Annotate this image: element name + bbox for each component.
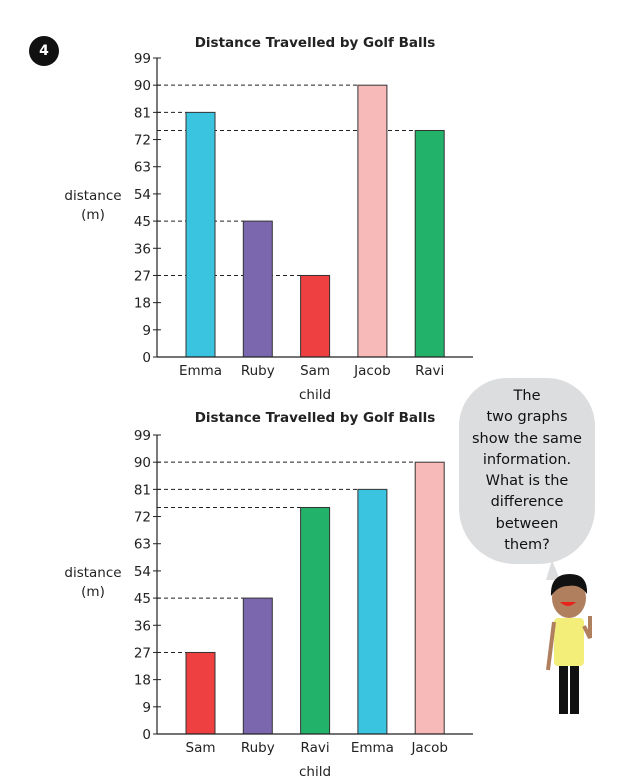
speech-bubble-text: The two graphs show the same information… — [459, 386, 595, 556]
chart-title: Distance Travelled by Golf Balls — [195, 410, 436, 426]
bar-ravi — [414, 129, 445, 358]
bar-emma — [185, 111, 216, 358]
y-tick-label: 99 — [134, 428, 151, 444]
left-leg — [559, 666, 568, 714]
y-tick-label: 9 — [142, 323, 151, 339]
bubble-line: between — [495, 515, 559, 532]
y-tick-label: 45 — [134, 214, 151, 230]
y-tick-label: 0 — [142, 727, 151, 743]
y-tick-label: 18 — [134, 673, 151, 689]
y-tick-label: 36 — [134, 241, 151, 257]
y-tick-label: 99 — [134, 51, 151, 67]
question-number-badge: 4 — [29, 36, 59, 66]
y-tick-label: 81 — [134, 105, 151, 121]
x-tick-label: Sam — [186, 740, 216, 756]
right-leg — [570, 666, 579, 714]
bubble-line: them? — [504, 537, 550, 554]
bar-sam — [300, 274, 331, 358]
x-tick-label: Sam — [300, 363, 330, 379]
bubble-line: difference — [490, 494, 564, 511]
y-axis-label: distance — [64, 188, 121, 204]
y-axis-unit: (m) — [81, 207, 105, 223]
y-axis-label: distance — [64, 565, 121, 581]
hair — [550, 574, 588, 596]
y-tick-label: 27 — [134, 645, 151, 661]
y-tick-label: 63 — [134, 537, 151, 553]
y-axis-unit: (m) — [81, 584, 105, 600]
y-tick-label: 63 — [134, 160, 151, 176]
bar-emma — [357, 488, 388, 735]
y-tick-label: 9 — [142, 700, 151, 716]
bubble-tail — [546, 560, 560, 580]
y-tick-label: 18 — [134, 296, 151, 312]
y-tick-label: 81 — [134, 482, 151, 498]
y-tick-label: 27 — [134, 268, 151, 284]
y-tick-label: 72 — [134, 133, 151, 149]
bar-jacob — [357, 84, 388, 358]
x-tick-label: Emma — [179, 363, 222, 379]
y-tick-label: 36 — [134, 618, 151, 634]
bubble-line: What is the — [485, 473, 569, 490]
x-tick-label: Ravi — [301, 740, 330, 756]
mouth — [560, 602, 576, 606]
bubble-line: two graphs — [486, 409, 568, 426]
y-tick-label: 72 — [134, 510, 151, 526]
x-tick-label: Ruby — [241, 740, 275, 756]
bar-ruby — [242, 220, 273, 358]
y-tick-label: 90 — [134, 455, 151, 471]
x-tick-label: Ravi — [415, 363, 444, 379]
x-tick-label: Emma — [351, 740, 394, 756]
x-tick-label: Jacob — [410, 740, 448, 756]
y-tick-label: 0 — [142, 350, 151, 366]
bar-ravi — [300, 506, 331, 735]
x-axis-label: child — [299, 387, 331, 403]
bar-ruby — [242, 597, 273, 735]
shirt — [554, 618, 584, 666]
chart-title: Distance Travelled by Golf Balls — [195, 35, 436, 51]
left-arm — [546, 621, 556, 671]
bubble-line: The — [513, 388, 541, 404]
bar-jacob — [414, 461, 445, 735]
x-axis-label: child — [299, 764, 331, 780]
x-tick-label: Jacob — [353, 363, 391, 379]
child-illustration — [546, 560, 592, 714]
right-arm — [582, 616, 592, 639]
bubble-line: show the same — [472, 430, 582, 447]
bubble-line: information. — [482, 451, 572, 468]
y-tick-label: 45 — [134, 591, 151, 607]
y-tick-label: 54 — [134, 187, 151, 203]
speech-bubble — [459, 378, 595, 564]
y-tick-label: 90 — [134, 78, 151, 94]
bar-sam — [185, 651, 216, 735]
y-tick-label: 54 — [134, 564, 151, 580]
face — [552, 578, 586, 618]
x-tick-label: Ruby — [241, 363, 275, 379]
